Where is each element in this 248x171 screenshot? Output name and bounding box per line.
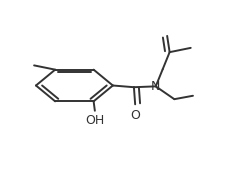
Text: OH: OH	[85, 114, 104, 127]
Text: O: O	[130, 109, 140, 122]
Text: N: N	[151, 80, 160, 93]
